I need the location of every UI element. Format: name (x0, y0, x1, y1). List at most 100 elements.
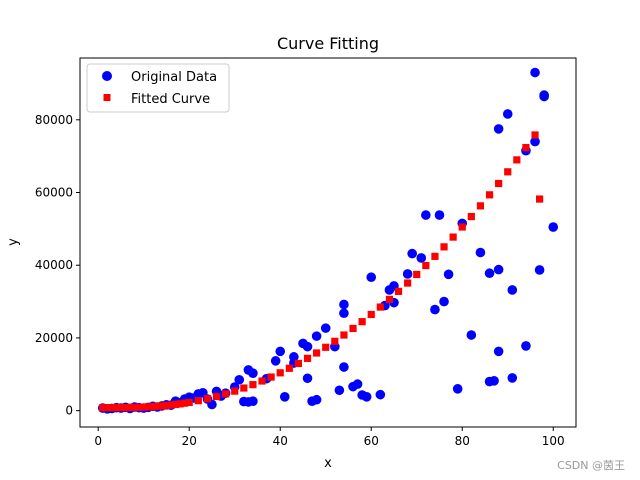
original-data-point (489, 376, 499, 386)
original-data-point (475, 247, 486, 258)
original-data-point (421, 210, 431, 220)
fitted-curve-point (162, 401, 171, 410)
original-data-point (375, 389, 386, 400)
fitted-curve-point (331, 337, 339, 345)
fitted-curve-point (153, 402, 161, 410)
fitted-curve-point (440, 243, 448, 251)
fitted-curve-points (99, 131, 544, 412)
fitted-curve-point (535, 195, 544, 203)
fitted-curve-point (249, 381, 257, 389)
fitted-curve-point (140, 403, 148, 411)
fitted-curve-point (203, 395, 212, 403)
y-tick-label: 60000 (35, 186, 73, 200)
fitted-curve-point (413, 270, 421, 279)
y-tick-label: 40000 (35, 258, 73, 272)
legend-original-marker (102, 71, 112, 81)
axis-ticks: 0 20 40 60 80 100 0 20000 40000 60000 80000 (35, 113, 565, 448)
y-tick-label: 20000 (35, 331, 73, 345)
original-data-point (275, 346, 286, 357)
fitted-curve-point (194, 397, 202, 405)
x-tick-label: 40 (273, 434, 288, 448)
original-data-point (443, 269, 454, 280)
x-tick-label: 60 (364, 434, 379, 448)
original-data-point (302, 373, 313, 384)
fitted-curve-point (185, 398, 193, 407)
original-data-point (466, 330, 477, 340)
original-data-point (548, 222, 559, 232)
fitted-curve-point (358, 318, 366, 326)
original-data-point (320, 323, 331, 333)
fitted-curve-point (222, 390, 230, 398)
fitted-curve-point (294, 359, 303, 368)
x-tick-label: 0 (94, 434, 102, 448)
original-data-point (248, 368, 258, 378)
fitted-curve-point (385, 295, 394, 303)
original-data-point (361, 392, 372, 402)
original-data-point (439, 296, 449, 307)
fitted-curve-point (176, 400, 184, 408)
fitted-curve-point (181, 399, 189, 407)
fitted-curve-point (103, 404, 111, 412)
y-tick-label: 0 (65, 404, 73, 418)
fitted-curve-point (303, 354, 312, 362)
original-data-point (507, 285, 518, 295)
original-data-point (302, 341, 313, 352)
original-data-point (452, 384, 463, 394)
fitted-curve-point (149, 403, 157, 411)
y-tick-label: 80000 (35, 113, 73, 127)
original-data-point (234, 374, 245, 385)
original-data-point (248, 396, 258, 406)
original-data-point (530, 67, 540, 78)
fitted-curve-point (112, 404, 121, 412)
fitted-curve-point (258, 377, 266, 385)
legend-fitted-label: Fitted Curve (131, 92, 210, 107)
fitted-curve-point (144, 403, 152, 411)
fitted-curve-point (422, 261, 430, 270)
fitted-curve-point (449, 233, 457, 241)
x-tick-label: 20 (182, 434, 197, 448)
fitted-curve-point (121, 403, 130, 412)
fitted-curve-point (313, 349, 321, 357)
fitted-curve-point (158, 402, 166, 410)
fitted-curve-point (340, 331, 348, 339)
fitted-curve-point (135, 403, 143, 411)
original-data-point (484, 268, 495, 279)
fitted-curve-point (431, 252, 439, 260)
original-data-points (97, 67, 559, 414)
fitted-curve-point (231, 387, 239, 395)
fitted-curve-point (495, 179, 503, 188)
fitted-curve-point (513, 156, 521, 164)
original-data-point (434, 210, 445, 220)
x-tick-label: 100 (542, 434, 565, 448)
fitted-curve-point (267, 373, 275, 381)
fitted-curve-point (212, 392, 221, 401)
fitted-curve-point (485, 191, 494, 199)
original-data-point (430, 304, 440, 315)
chart-title: Curve Fitting (277, 34, 379, 53)
fitted-curve-point (349, 324, 357, 333)
original-data-point (311, 331, 322, 341)
original-data-point (507, 373, 518, 383)
original-data-point (402, 269, 413, 279)
original-data-point (339, 308, 349, 319)
original-data-point (407, 248, 417, 259)
fitted-curve-point (522, 143, 530, 152)
original-data-point (493, 264, 504, 275)
fitted-curve-point (476, 202, 485, 210)
original-data-point (493, 124, 504, 134)
original-data-point (530, 136, 540, 147)
original-data-point (279, 392, 290, 402)
original-data-point (334, 385, 345, 396)
original-data-point (502, 109, 513, 119)
original-data-point (339, 299, 349, 310)
original-data-point (270, 356, 281, 366)
fitted-curve-point (504, 168, 512, 176)
fitted-curve-point (167, 401, 175, 409)
original-data-point (339, 362, 349, 372)
fitted-curve-point (240, 384, 248, 392)
watermark: CSDN @茵王 (557, 459, 625, 472)
fitted-curve-point (367, 310, 375, 319)
fitted-curve-point (131, 403, 139, 411)
legend-original-label: Original Data (131, 70, 217, 85)
